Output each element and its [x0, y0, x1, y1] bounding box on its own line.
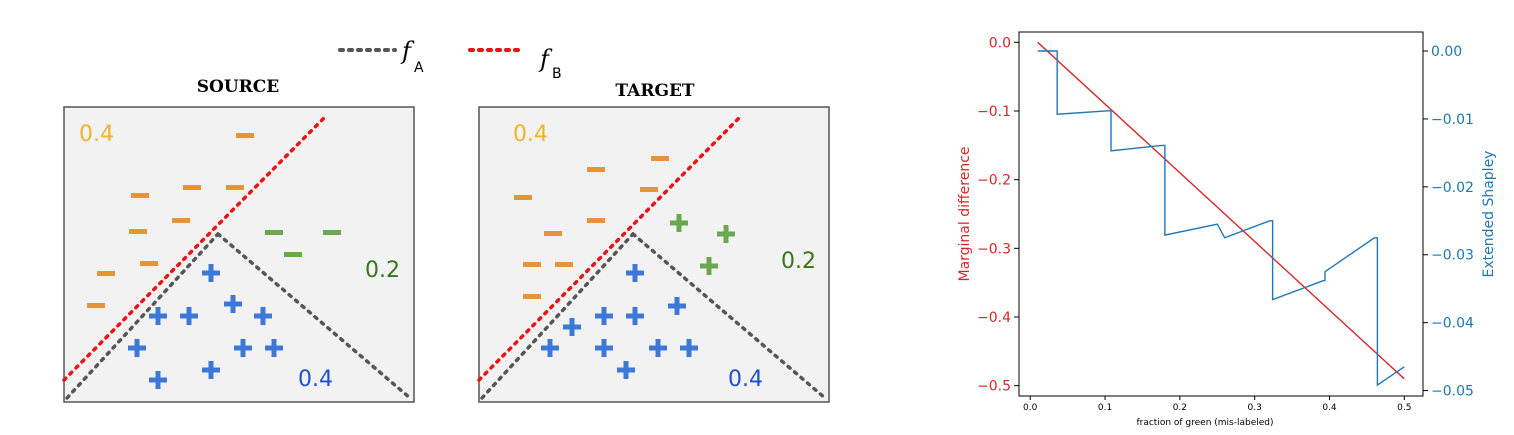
- plus-mark: [224, 295, 242, 313]
- minus-mark: [323, 230, 341, 235]
- plus-mark: [265, 339, 283, 357]
- plus-mark: [234, 339, 252, 357]
- plus-mark: [700, 257, 718, 275]
- plus-mark: [617, 361, 635, 379]
- y-right-tick-label: −0.05: [1431, 384, 1474, 400]
- x-tick-label: 0.4: [1322, 403, 1337, 413]
- minus-mark: [640, 187, 658, 192]
- minus-mark: [284, 252, 302, 257]
- y-axis-left: 0.0 −0.1 −0.2 −0.3 −0.4 −0.5: [977, 35, 1019, 395]
- y-right-tick-label: −0.03: [1431, 248, 1474, 264]
- blue-fraction-label: 0.4: [298, 367, 333, 392]
- series-group: [1037, 41, 1405, 387]
- y-right-tick-label: −0.02: [1431, 180, 1474, 196]
- x-tick-label: 0.5: [1397, 403, 1411, 413]
- panel-title: TARGET: [615, 81, 695, 101]
- fb-line: [477, 115, 742, 382]
- minus-mark: [183, 185, 201, 190]
- plus-mark: [254, 307, 272, 325]
- x-tick-label: 0.0: [1023, 403, 1038, 413]
- orange-fraction-label: 0.4: [79, 122, 114, 147]
- plus-mark: [595, 307, 613, 325]
- plus-mark: [680, 339, 698, 357]
- minus-mark: [172, 218, 190, 223]
- line-chart: 0.0 −0.1 −0.2 −0.3 −0.4 −0.5 0.00 −0.01 −0.02 −0…: [957, 31, 1497, 428]
- fa-line: [216, 232, 412, 400]
- y-axis-right: 0.00 −0.01 −0.02 −0.03 −0.04 −0.05: [1423, 44, 1474, 400]
- y-left-tick-label: −0.2: [977, 173, 1011, 189]
- minus-mark: [129, 229, 147, 234]
- legend-label-fa: f: [400, 37, 415, 65]
- y-right-tick-label: 0.00: [1431, 44, 1462, 60]
- y-axis-right-label: Extended Shapley: [1481, 151, 1497, 278]
- marginal-difference-line: [1037, 41, 1405, 380]
- minus-mark: [97, 271, 115, 276]
- plus-mark: [595, 339, 613, 357]
- fb-line: [62, 115, 327, 382]
- minus-mark: [226, 185, 244, 190]
- y-left-tick-label: −0.5: [977, 379, 1011, 395]
- minus-mark: [87, 303, 105, 308]
- plus-mark: [128, 339, 146, 357]
- green-fraction-label: 0.2: [365, 258, 400, 283]
- x-tick-label: 0.3: [1248, 403, 1262, 413]
- plus-mark: [541, 339, 559, 357]
- plus-mark: [626, 307, 644, 325]
- minus-mark: [236, 133, 254, 138]
- x-tick-label: 0.2: [1173, 403, 1187, 413]
- minus-mark: [514, 195, 532, 200]
- minus-mark: [651, 156, 669, 161]
- legend: f A f B: [338, 37, 562, 82]
- fa-line: [631, 232, 827, 400]
- green-fraction-label: 0.2: [781, 249, 816, 274]
- plot-frame: [1018, 31, 1424, 397]
- plus-mark: [717, 225, 735, 243]
- minus-mark: [523, 262, 541, 267]
- minus-mark: [131, 193, 149, 198]
- minus-mark: [523, 294, 541, 299]
- minus-mark: [555, 262, 573, 267]
- legend-sub-fa: A: [414, 60, 424, 76]
- minus-mark: [544, 231, 562, 236]
- orange-fraction-label: 0.4: [513, 122, 548, 147]
- legend-label-fb: f: [538, 45, 553, 73]
- target-panel: TARGET: [477, 81, 830, 403]
- y-left-tick-label: −0.1: [977, 104, 1011, 120]
- plus-mark: [649, 339, 667, 357]
- source-panel: SOURCE: [62, 77, 415, 403]
- plus-mark: [670, 214, 688, 232]
- plus-mark: [202, 361, 220, 379]
- legend-sub-fb: B: [552, 66, 562, 82]
- y-left-tick-label: −0.3: [977, 241, 1011, 257]
- minus-mark: [140, 261, 158, 266]
- blue-fraction-label: 0.4: [728, 367, 763, 392]
- plus-mark: [202, 264, 220, 282]
- minus-mark: [587, 218, 605, 223]
- minus-mark: [587, 167, 605, 172]
- x-axis-label: fraction of green (mis-labeled): [1136, 418, 1273, 428]
- x-axis: 0.0 0.1 0.2 0.3 0.4 0.5: [1023, 396, 1411, 413]
- x-tick-label: 0.1: [1098, 403, 1112, 413]
- y-left-tick-label: −0.4: [977, 310, 1011, 326]
- extended-shapley-line: [1037, 50, 1405, 387]
- fa-line: [65, 232, 220, 400]
- y-axis-left-label: Marginal difference: [957, 146, 973, 281]
- y-right-tick-label: −0.04: [1431, 316, 1474, 332]
- fa-line: [480, 232, 635, 400]
- plus-mark: [149, 307, 167, 325]
- y-right-tick-label: −0.01: [1431, 112, 1474, 128]
- panel-title: SOURCE: [197, 77, 280, 97]
- plus-mark: [180, 307, 198, 325]
- plus-mark: [563, 318, 581, 336]
- minus-mark: [265, 230, 283, 235]
- plus-mark: [626, 264, 644, 282]
- y-left-tick-label: 0.0: [989, 35, 1011, 51]
- plus-mark: [668, 297, 686, 315]
- plus-mark: [149, 371, 167, 389]
